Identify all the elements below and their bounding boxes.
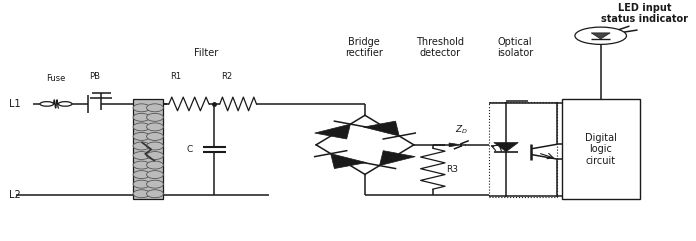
Ellipse shape (147, 104, 164, 112)
Text: C: C (186, 145, 192, 154)
Text: R1: R1 (171, 72, 182, 81)
Ellipse shape (147, 133, 164, 141)
Ellipse shape (147, 180, 164, 188)
Polygon shape (449, 143, 461, 147)
Ellipse shape (147, 190, 164, 198)
Ellipse shape (133, 104, 150, 112)
Text: LED input
status indicator: LED input status indicator (601, 3, 688, 24)
Ellipse shape (133, 142, 150, 150)
Ellipse shape (147, 113, 164, 121)
Bar (562, 99, 640, 199)
Polygon shape (494, 143, 519, 152)
Text: Digital
logic
circuit: Digital logic circuit (585, 133, 617, 166)
Ellipse shape (133, 161, 150, 169)
Text: Optical
isolator: Optical isolator (497, 37, 533, 59)
Text: $Z_D$: $Z_D$ (455, 123, 468, 136)
Ellipse shape (147, 161, 164, 169)
Ellipse shape (133, 113, 150, 121)
Text: L2: L2 (9, 190, 21, 200)
Text: Threshold
detector: Threshold detector (416, 37, 464, 59)
Ellipse shape (133, 133, 150, 141)
Ellipse shape (147, 171, 164, 179)
Text: L1: L1 (9, 99, 20, 109)
Text: R3: R3 (446, 165, 459, 174)
Bar (133, 99, 164, 199)
Ellipse shape (133, 190, 150, 198)
Text: R2: R2 (221, 72, 232, 81)
Ellipse shape (133, 180, 150, 188)
Ellipse shape (147, 123, 164, 131)
Ellipse shape (147, 152, 164, 160)
Polygon shape (379, 151, 416, 166)
Polygon shape (331, 154, 366, 168)
Ellipse shape (133, 152, 150, 160)
Polygon shape (315, 124, 350, 139)
Text: Bridge
rectifier: Bridge rectifier (345, 37, 383, 59)
Polygon shape (591, 33, 610, 39)
Ellipse shape (133, 171, 150, 179)
Text: Fuse: Fuse (47, 74, 65, 83)
Ellipse shape (133, 123, 150, 131)
Text: PB: PB (89, 72, 100, 81)
Text: Filter: Filter (193, 48, 218, 59)
Polygon shape (363, 121, 400, 136)
Ellipse shape (147, 142, 164, 150)
